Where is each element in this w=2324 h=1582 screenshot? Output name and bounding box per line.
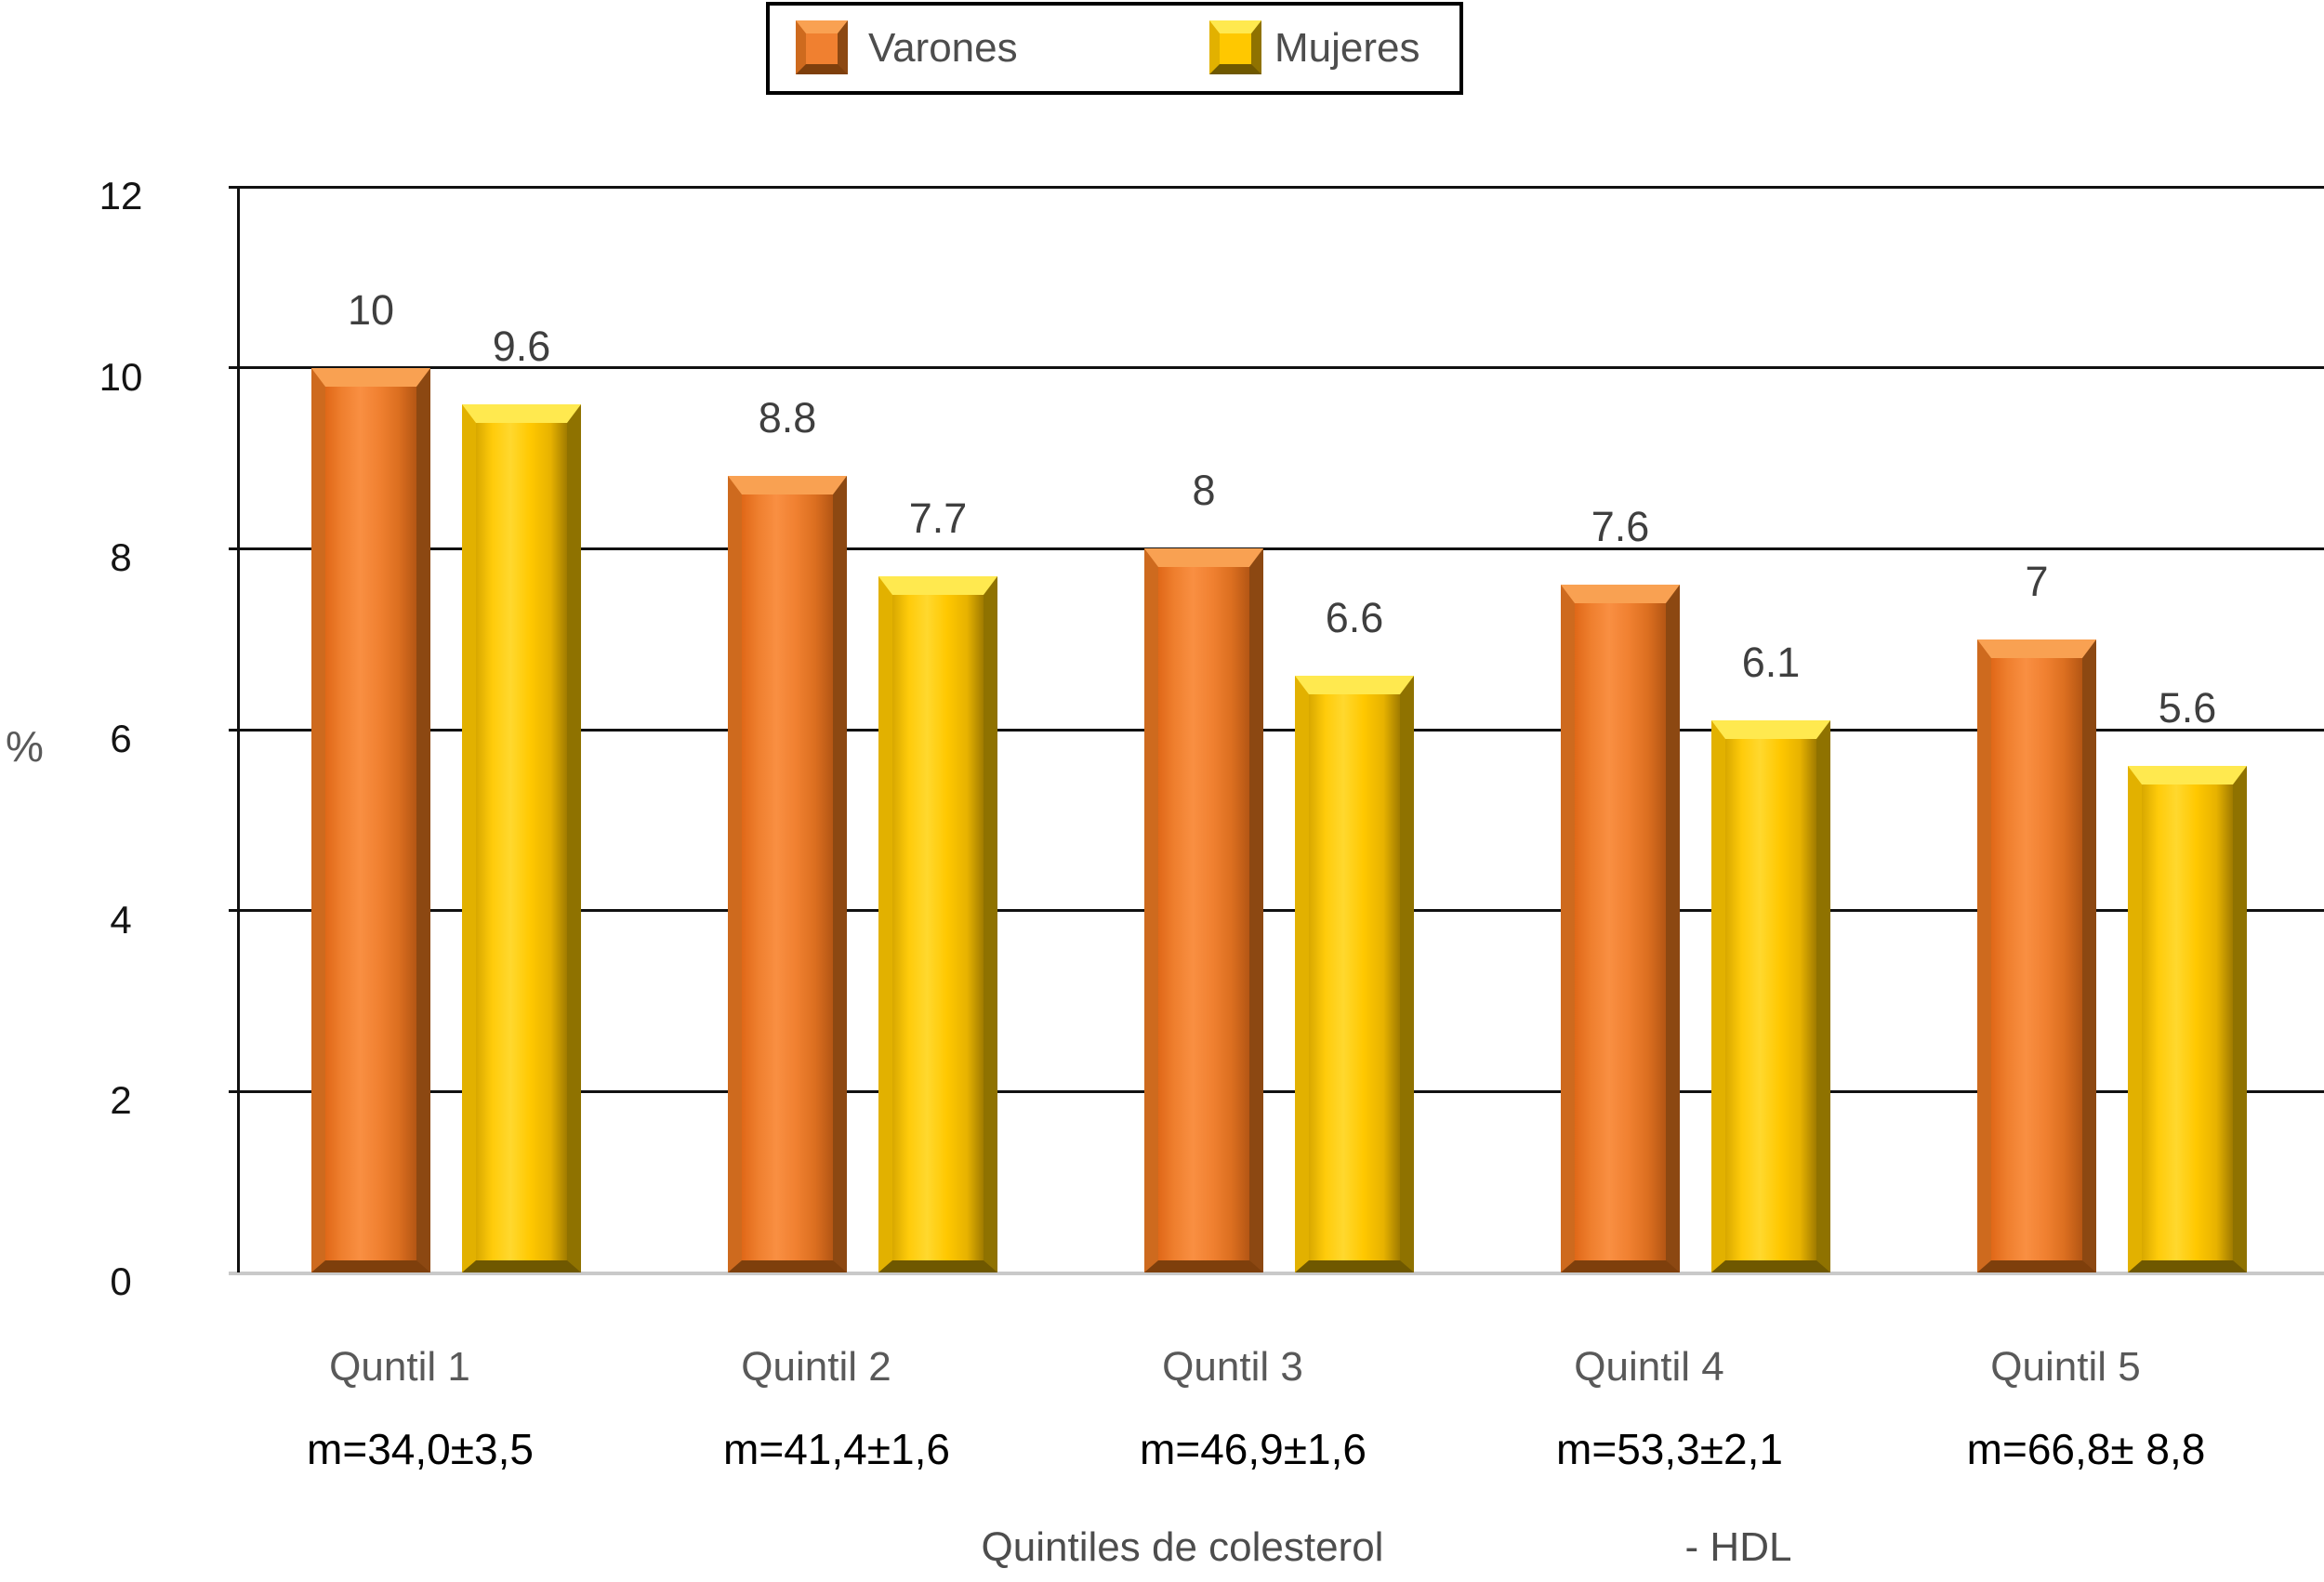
bar-value-label: 9.6 bbox=[492, 322, 551, 370]
bar-mujeres bbox=[2128, 765, 2247, 1272]
y-tick-label: 4 bbox=[110, 897, 132, 942]
x-axis-title: Quintiles de colesterol bbox=[981, 1524, 1384, 1570]
y-axis-unit-label: % bbox=[6, 722, 44, 771]
bar-value-label: 8.8 bbox=[758, 394, 817, 442]
bar-varones bbox=[1977, 639, 2096, 1272]
category-label: Quintil 4 bbox=[1574, 1344, 1724, 1390]
category-label: Quintil 5 bbox=[1990, 1344, 2141, 1390]
gridline bbox=[229, 728, 2324, 732]
bar-varones bbox=[311, 367, 430, 1272]
bar-value-label: 7 bbox=[2025, 557, 2049, 605]
bar-mujeres bbox=[462, 403, 581, 1272]
category-mean-label: m=34,0±3,5 bbox=[307, 1425, 534, 1473]
legend-swatch-varones bbox=[796, 20, 848, 74]
x-baseline bbox=[229, 1271, 2324, 1275]
bar-mujeres bbox=[878, 575, 997, 1272]
bar-mujeres bbox=[1295, 675, 1414, 1272]
bar-value-label: 8 bbox=[1192, 467, 1216, 515]
bar-value-label: 10 bbox=[347, 285, 395, 334]
bar-varones bbox=[1561, 585, 1680, 1272]
category-mean-label: m=66,8± 8,8 bbox=[1966, 1425, 2206, 1473]
category-label: Quntil 3 bbox=[1162, 1344, 1303, 1390]
legend-swatch-mujeres bbox=[1209, 20, 1261, 74]
category-mean-label: m=53,3±2,1 bbox=[1556, 1425, 1783, 1473]
legend-label-varones: Varones bbox=[868, 25, 1018, 71]
bar-mujeres bbox=[1711, 720, 1830, 1272]
y-tick-label: 12 bbox=[99, 174, 143, 218]
category-mean-label: m=41,4±1,6 bbox=[723, 1425, 950, 1473]
gridline bbox=[229, 185, 2324, 189]
gridline bbox=[229, 547, 2324, 550]
category-label: Quntil 1 bbox=[329, 1344, 470, 1390]
bar-value-label: 6.1 bbox=[1741, 639, 1801, 687]
category-mean-label: m=46,9±1,6 bbox=[1140, 1425, 1367, 1473]
y-axis-line bbox=[237, 187, 240, 1272]
bar-varones bbox=[1144, 548, 1263, 1272]
bar-value-label: 6.6 bbox=[1325, 593, 1384, 641]
bar-value-label: 5.6 bbox=[2158, 683, 2217, 732]
x-axis-title-suffix: - HDL bbox=[1684, 1524, 1792, 1570]
y-tick-label: 8 bbox=[110, 535, 132, 580]
gridline bbox=[229, 909, 2324, 913]
y-tick-label: 0 bbox=[110, 1259, 132, 1303]
y-tick-label: 10 bbox=[99, 354, 143, 399]
y-tick-label: 2 bbox=[110, 1078, 132, 1123]
legend: Varones Mujeres bbox=[766, 2, 1463, 95]
gridline bbox=[229, 1089, 2324, 1093]
y-tick-label: 6 bbox=[110, 717, 132, 760]
bar-value-label: 7.7 bbox=[908, 494, 968, 542]
bar-value-label: 7.6 bbox=[1591, 503, 1650, 551]
category-label: Quintil 2 bbox=[741, 1344, 891, 1390]
legend-label-mujeres: Mujeres bbox=[1274, 25, 1420, 71]
bar-varones bbox=[728, 476, 847, 1272]
gridline bbox=[229, 366, 2324, 370]
